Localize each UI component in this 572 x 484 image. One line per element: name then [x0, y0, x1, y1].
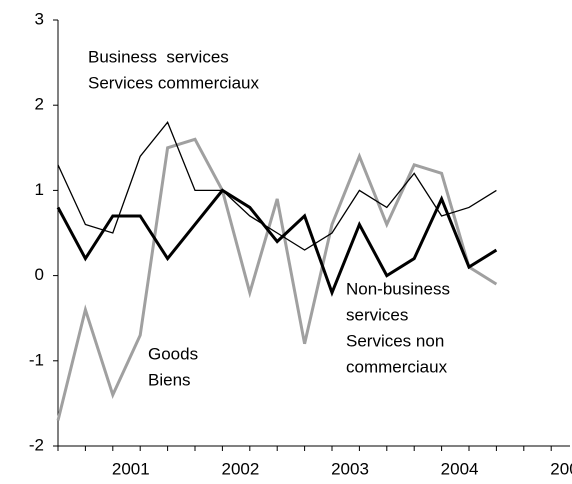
series-label: Non-business: [346, 279, 450, 298]
series-label: services: [346, 305, 408, 324]
x-tick-label: 2004: [441, 459, 479, 478]
series-label: Services non: [346, 331, 444, 350]
y-tick-label: 2: [35, 95, 44, 114]
x-tick-label: 2003: [331, 459, 369, 478]
y-tick-label: -2: [29, 435, 44, 454]
series-line: [57, 120, 497, 251]
x-tick-label: 2002: [221, 459, 259, 478]
y-tick-label: 0: [35, 265, 44, 284]
series-label: Business services: [88, 47, 229, 66]
y-tick-label: -1: [29, 350, 44, 369]
y-tick-label: 1: [35, 180, 44, 199]
series-label: Goods: [148, 344, 198, 363]
series-label: Services commerciaux: [88, 73, 259, 92]
series-line: [56, 188, 498, 297]
series-line: [56, 137, 498, 421]
x-tick-label: 2005: [550, 459, 572, 478]
series-label: Biens: [148, 370, 191, 389]
series-label: commerciaux: [346, 357, 448, 376]
y-tick-label: 3: [35, 9, 44, 28]
x-tick-label: 2001: [112, 459, 150, 478]
